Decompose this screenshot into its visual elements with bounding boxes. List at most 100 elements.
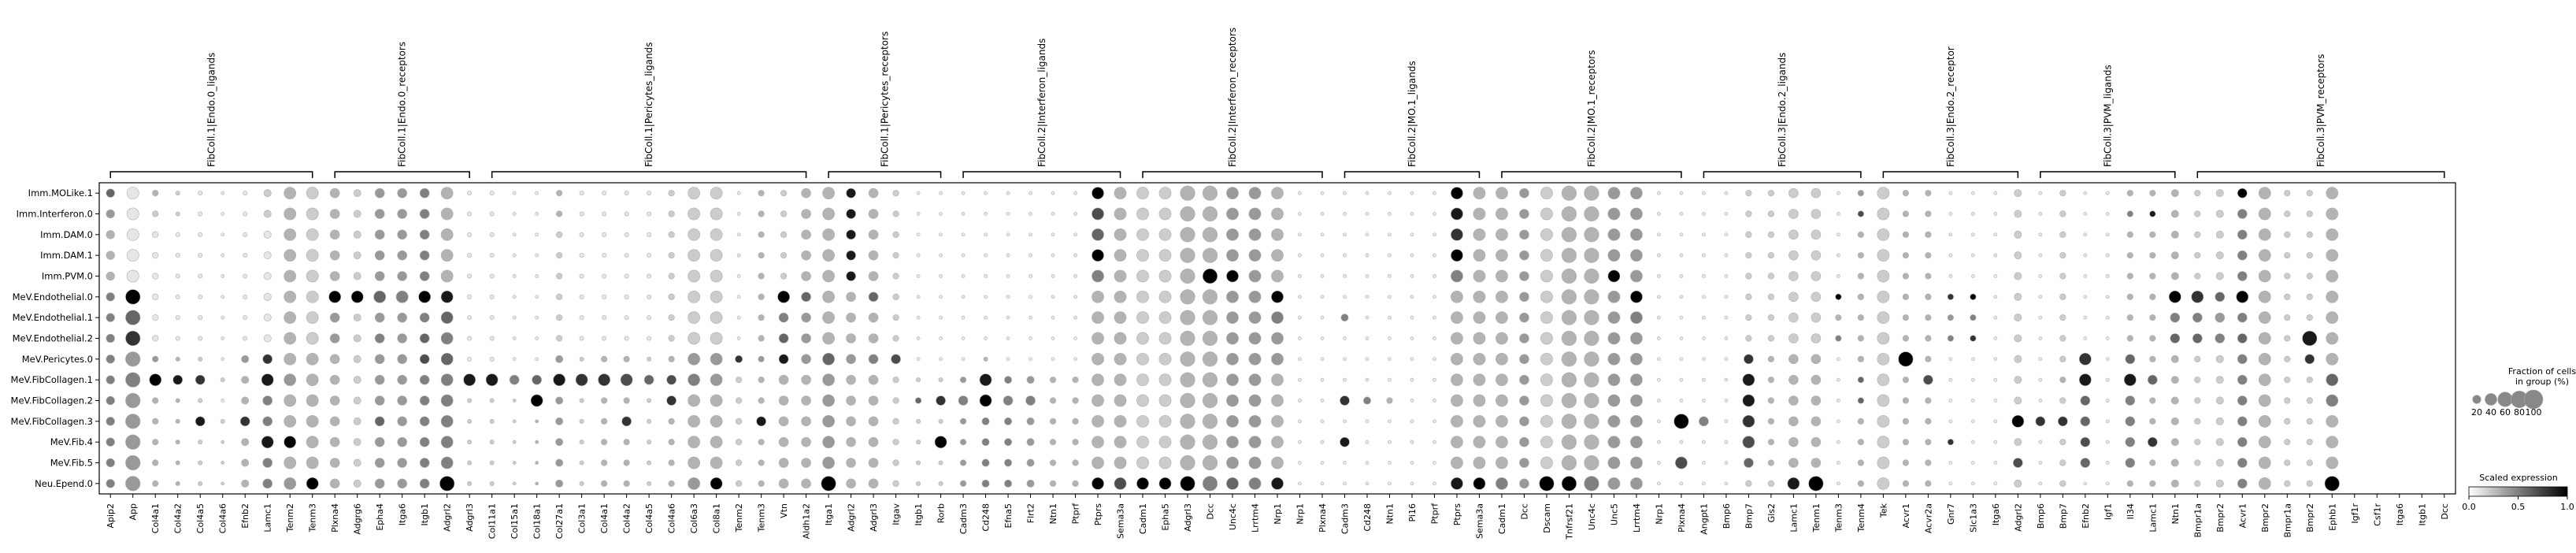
expression-dot <box>1073 253 1077 258</box>
expression-dot <box>125 476 141 492</box>
expression-dot <box>939 274 943 278</box>
expression-dot <box>1679 274 1684 278</box>
expression-dot <box>1202 455 1218 471</box>
expression-dot <box>2059 231 2066 238</box>
expression-dot <box>959 377 967 384</box>
expression-dot <box>778 333 789 343</box>
column-label: Col18a1 <box>532 503 543 539</box>
expression-dot <box>1925 314 1932 321</box>
expression-dot <box>350 290 364 303</box>
expression-dot <box>489 398 495 403</box>
column-label: Col6a3 <box>689 503 699 533</box>
expression-dot <box>1584 268 1599 284</box>
expression-dot <box>1158 373 1172 387</box>
expression-dot <box>2058 416 2068 427</box>
expression-dot <box>1473 187 1486 200</box>
expression-dot <box>1607 290 1621 303</box>
expression-dot <box>1473 249 1486 262</box>
expression-dot <box>1679 295 1684 299</box>
expression-dot <box>512 232 517 237</box>
expression-dot <box>1724 481 1729 486</box>
expression-dot <box>892 231 899 238</box>
expression-dot <box>306 187 319 200</box>
expression-dot <box>2168 290 2181 303</box>
expression-dot <box>467 294 473 299</box>
expression-dot <box>1745 480 1752 487</box>
expression-dot <box>1298 212 1302 216</box>
expression-dot <box>2215 291 2226 302</box>
row-label: Imm.Interferon.0 <box>17 209 93 220</box>
expression-dot <box>1519 416 1529 427</box>
expression-dot <box>1496 394 1508 407</box>
column-label: Col4a5 <box>195 503 206 533</box>
column-label: Col4a1 <box>599 503 610 533</box>
expression-dot <box>1433 295 1436 299</box>
expression-dot <box>1180 289 1195 305</box>
expression-dot <box>2258 269 2271 283</box>
expression-dot <box>1657 253 1661 258</box>
column-label: Ephb1 <box>2327 503 2337 531</box>
column-label: Col27a1 <box>554 503 565 539</box>
expression-dot <box>1948 357 1953 362</box>
expression-dot <box>2149 397 2156 404</box>
expression-dot <box>2306 231 2313 238</box>
expression-dot <box>175 211 180 217</box>
expression-dot <box>1026 458 1035 467</box>
expression-dot <box>758 190 765 197</box>
expression-dot <box>1877 477 1890 490</box>
expression-dot <box>778 354 789 365</box>
expression-dot <box>489 211 495 217</box>
expression-dot <box>2258 207 2271 221</box>
size-legend-label: 40 <box>2485 407 2496 418</box>
expression-dot <box>892 252 899 259</box>
expression-dot <box>624 336 629 341</box>
expression-dot <box>2149 252 2156 259</box>
expression-dot <box>2126 210 2133 217</box>
expression-dot <box>1724 419 1729 424</box>
expression-dot <box>1630 477 1643 490</box>
expression-dot <box>306 436 319 449</box>
expression-dot <box>1902 335 1909 342</box>
expression-dot <box>1202 476 1218 492</box>
expression-dot <box>2215 230 2224 239</box>
expression-dot <box>1877 290 1890 303</box>
expression-dot <box>556 252 563 259</box>
expression-dot <box>1298 377 1302 382</box>
expression-dot <box>579 481 584 486</box>
expression-dot <box>1584 227 1599 243</box>
expression-dot <box>1029 191 1032 195</box>
expression-dot <box>263 272 272 280</box>
expression-dot <box>284 477 297 490</box>
expression-dot <box>1298 461 1302 465</box>
expression-dot <box>2149 231 2156 238</box>
expression-dot <box>892 273 899 280</box>
expression-dot <box>891 354 901 365</box>
expression-dot <box>2326 228 2339 241</box>
expression-dot <box>2284 439 2291 446</box>
expression-dot <box>284 187 297 200</box>
expression-dot <box>892 397 899 404</box>
expression-dot <box>1092 436 1104 449</box>
expression-dot <box>1630 207 1643 221</box>
column-label: Col4a2 <box>173 503 183 533</box>
expression-dot <box>736 459 743 466</box>
expression-dot <box>688 352 701 366</box>
expression-dot <box>241 354 250 363</box>
expression-dot <box>1947 293 1954 300</box>
expression-dot <box>2237 209 2248 219</box>
expression-dot <box>241 396 250 405</box>
expression-dot <box>1226 187 1239 200</box>
expression-dot <box>243 294 248 299</box>
expression-dot <box>125 392 141 409</box>
expression-dot <box>556 293 563 300</box>
expression-dot <box>2126 335 2133 342</box>
expression-dot <box>2215 333 2226 343</box>
expression-dot <box>1811 271 1822 281</box>
expression-dot <box>688 269 701 283</box>
expression-dot <box>1298 315 1302 320</box>
expression-dot <box>2326 414 2339 428</box>
expression-dot <box>1767 355 1774 362</box>
expression-dot <box>2170 189 2179 198</box>
expression-dot <box>1271 456 1284 469</box>
expression-dot <box>2038 212 2043 216</box>
